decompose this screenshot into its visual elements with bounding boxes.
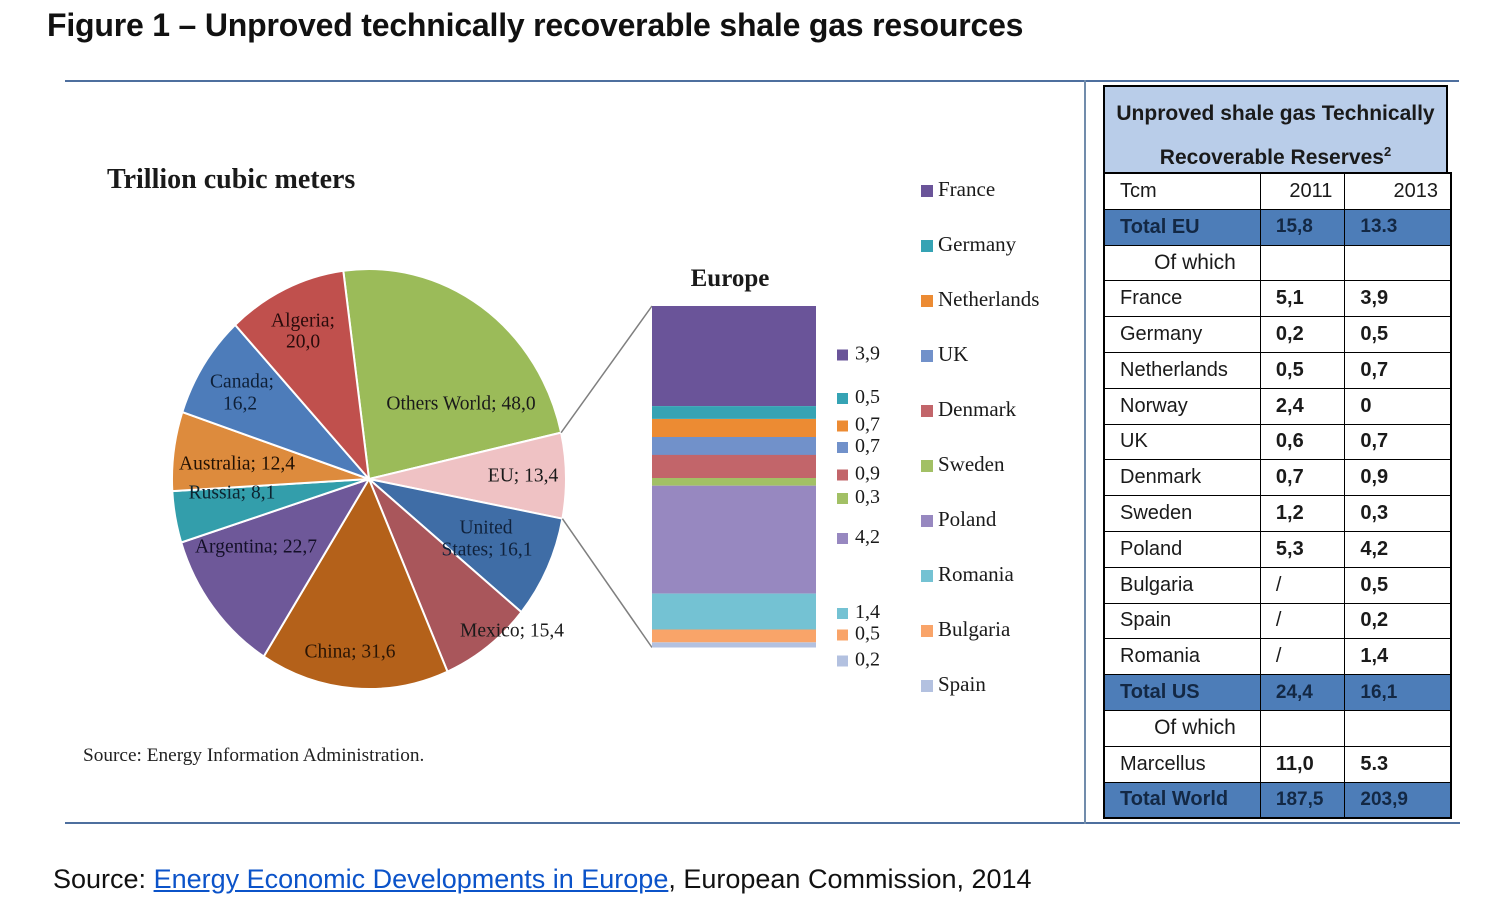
svg-text:Denmark: Denmark xyxy=(938,397,1017,421)
svg-text:Netherlands: Netherlands xyxy=(938,287,1039,311)
svg-text:Argentina; 22,7: Argentina; 22,7 xyxy=(195,536,317,557)
svg-text:0,5: 0,5 xyxy=(855,623,880,645)
svg-text:0,9: 0,9 xyxy=(855,463,880,485)
svg-text:Others World; 48,0: Others World; 48,0 xyxy=(386,393,535,414)
svg-text:Canada;: Canada; xyxy=(210,371,274,392)
svg-text:Bulgaria: Bulgaria xyxy=(938,617,1011,641)
svg-text:0,3: 0,3 xyxy=(855,486,880,508)
svg-text:France: France xyxy=(938,177,995,201)
svg-text:0,7: 0,7 xyxy=(855,414,880,436)
svg-text:Poland: Poland xyxy=(938,507,997,531)
svg-text:Romania: Romania xyxy=(938,562,1014,586)
svg-text:States; 16,1: States; 16,1 xyxy=(442,539,533,560)
svg-text:20,0: 20,0 xyxy=(286,331,320,352)
svg-text:Sweden: Sweden xyxy=(938,452,1005,476)
svg-text:Russia; 8,1: Russia; 8,1 xyxy=(189,482,276,503)
svg-text:Spain: Spain xyxy=(938,672,986,696)
svg-text:4,2: 4,2 xyxy=(855,526,880,548)
svg-text:China; 31,6: China; 31,6 xyxy=(305,641,396,662)
svg-text:Germany: Germany xyxy=(938,232,1017,256)
svg-text:1,4: 1,4 xyxy=(855,601,880,623)
svg-text:United: United xyxy=(459,517,512,538)
svg-text:Mexico; 15,4: Mexico; 15,4 xyxy=(460,620,564,641)
svg-text:0,7: 0,7 xyxy=(855,435,880,457)
svg-text:0,5: 0,5 xyxy=(855,386,880,408)
svg-text:Australia; 12,4: Australia; 12,4 xyxy=(179,453,295,474)
svg-text:0,2: 0,2 xyxy=(855,649,880,671)
svg-text:Trillion cubic meters: Trillion cubic meters xyxy=(107,164,355,195)
svg-text:16,2: 16,2 xyxy=(223,393,257,414)
svg-text:3,9: 3,9 xyxy=(855,343,880,365)
svg-text:Algeria;: Algeria; xyxy=(271,310,335,331)
svg-text:EU; 13,4: EU; 13,4 xyxy=(488,465,559,486)
svg-text:UK: UK xyxy=(938,342,968,366)
svg-text:Europe: Europe xyxy=(691,265,770,292)
svg-text:Source: Energy Information Adm: Source: Energy Information Administratio… xyxy=(83,745,424,766)
